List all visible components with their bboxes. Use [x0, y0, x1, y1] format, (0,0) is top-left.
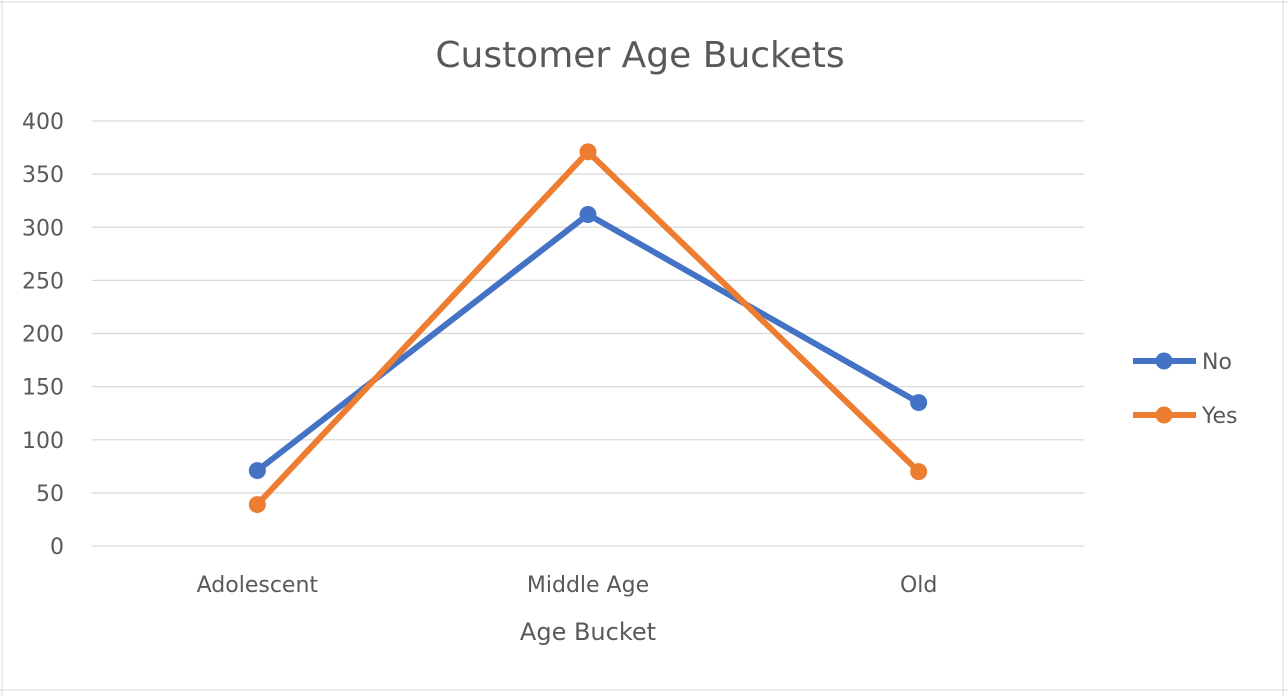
y-tick-label: 50	[36, 482, 64, 507]
series-no	[248, 206, 928, 480]
y-tick-label: 100	[22, 429, 64, 454]
x-axis-tick-labels: Adolescent Middle Age Old	[197, 573, 938, 598]
legend-label-yes: Yes	[1201, 404, 1238, 429]
legend-marker-yes	[1155, 406, 1173, 424]
x-tick-label: Middle Age	[527, 573, 649, 598]
legend: No Yes	[1133, 350, 1238, 429]
y-tick-label: 250	[22, 269, 64, 294]
legend-item-no: No	[1133, 350, 1232, 375]
gridlines	[92, 120, 1084, 547]
legend-item-yes: Yes	[1133, 404, 1238, 429]
data-point-yes	[910, 463, 928, 481]
data-point-no	[248, 462, 266, 480]
data-point-no	[579, 206, 597, 223]
data-point-no	[910, 394, 928, 412]
y-tick-label: 350	[22, 163, 64, 188]
series-yes	[248, 143, 928, 514]
legend-label-no: No	[1202, 350, 1232, 375]
x-axis-title: Age Bucket	[520, 618, 656, 646]
y-tick-label: 0	[50, 535, 64, 560]
x-tick-label: Adolescent	[197, 573, 319, 598]
series-line-no	[254, 211, 922, 474]
series-lines	[248, 143, 928, 514]
y-tick-label: 300	[22, 216, 64, 241]
legend-marker-no	[1155, 352, 1173, 370]
y-tick-label: 400	[22, 110, 64, 135]
series-line-yes	[254, 148, 922, 508]
chart-title: Customer Age Buckets	[435, 35, 844, 76]
x-tick-label: Old	[900, 573, 937, 598]
y-axis-tick-labels: 0 50 100 150 200 250 300 350 400	[22, 110, 64, 560]
y-tick-label: 150	[22, 376, 64, 401]
data-point-yes	[579, 143, 597, 161]
data-point-yes	[248, 496, 266, 514]
y-tick-label: 200	[22, 323, 64, 348]
